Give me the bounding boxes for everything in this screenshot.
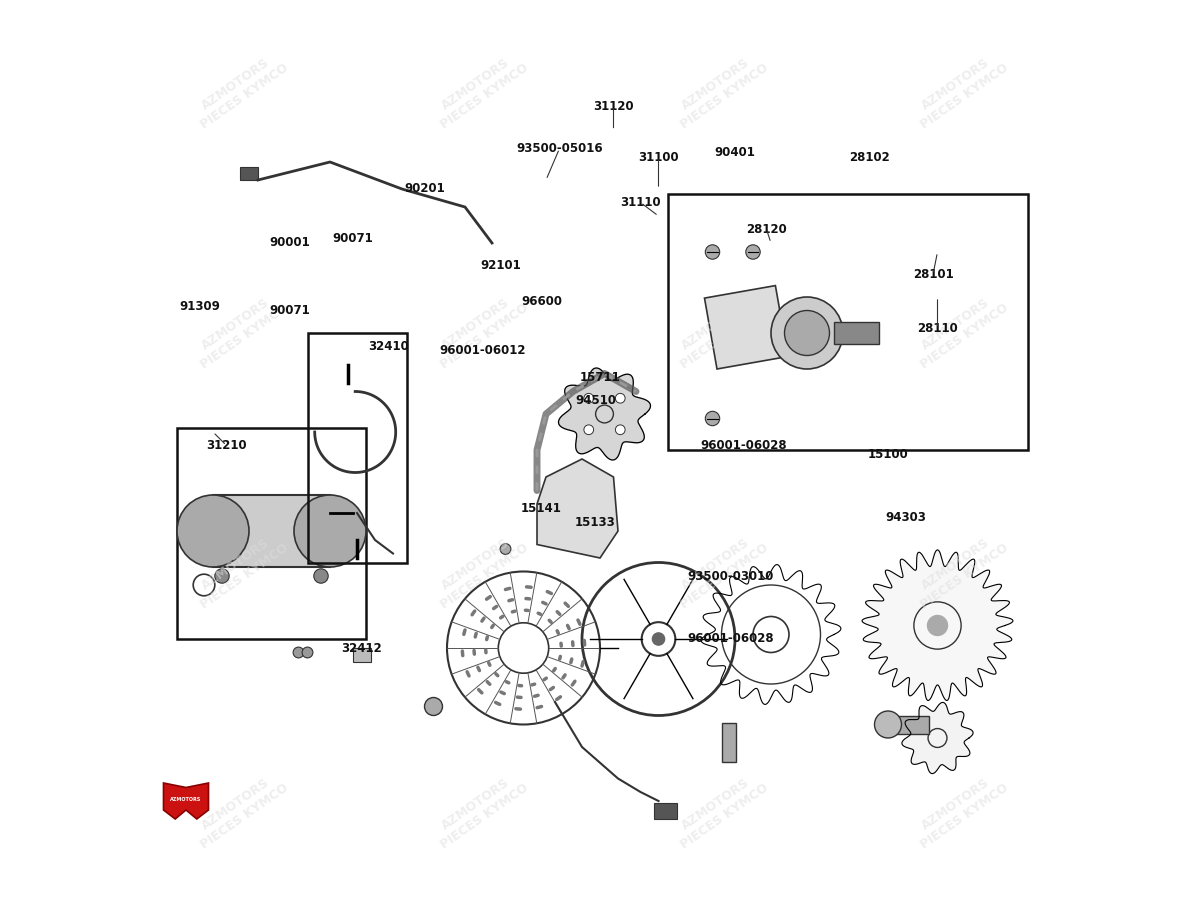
- Text: 96001-06028: 96001-06028: [688, 633, 774, 645]
- Text: 94510: 94510: [575, 394, 616, 407]
- Circle shape: [785, 310, 829, 356]
- Text: 15133: 15133: [575, 516, 616, 528]
- Polygon shape: [902, 702, 973, 774]
- Text: AZMOTORS
PIECES KYMCO: AZMOTORS PIECES KYMCO: [190, 769, 290, 851]
- Text: 15100: 15100: [868, 448, 908, 461]
- Circle shape: [294, 495, 366, 567]
- Text: 31100: 31100: [638, 151, 679, 164]
- Text: 90001: 90001: [269, 237, 310, 249]
- Text: AZMOTORS
PIECES KYMCO: AZMOTORS PIECES KYMCO: [910, 769, 1010, 851]
- Text: AZMOTORS
PIECES KYMCO: AZMOTORS PIECES KYMCO: [910, 528, 1010, 611]
- Text: 31120: 31120: [593, 100, 634, 112]
- Text: AZMOTORS: AZMOTORS: [170, 796, 202, 802]
- Text: AZMOTORS
PIECES KYMCO: AZMOTORS PIECES KYMCO: [670, 49, 770, 131]
- Bar: [834, 322, 878, 344]
- Circle shape: [500, 544, 511, 554]
- Bar: [307, 333, 407, 562]
- Text: AZMOTORS
PIECES KYMCO: AZMOTORS PIECES KYMCO: [910, 289, 1010, 372]
- Text: 28101: 28101: [913, 268, 953, 281]
- Bar: [721, 723, 736, 762]
- Circle shape: [584, 425, 594, 435]
- Text: AZMOTORS
PIECES KYMCO: AZMOTORS PIECES KYMCO: [670, 289, 770, 372]
- Text: 96001-06012: 96001-06012: [439, 345, 527, 357]
- Text: 90071: 90071: [332, 232, 373, 245]
- Text: 96001-06028: 96001-06028: [701, 439, 787, 452]
- Bar: [214, 495, 330, 567]
- Circle shape: [178, 495, 250, 567]
- Text: AZMOTORS
PIECES KYMCO: AZMOTORS PIECES KYMCO: [910, 49, 1010, 131]
- Text: 31210: 31210: [206, 439, 247, 452]
- Text: AZMOTORS
PIECES KYMCO: AZMOTORS PIECES KYMCO: [430, 769, 530, 851]
- Text: 93500-05016: 93500-05016: [516, 142, 602, 155]
- Text: AZMOTORS
PIECES KYMCO: AZMOTORS PIECES KYMCO: [430, 49, 530, 131]
- Text: 15141: 15141: [521, 502, 562, 515]
- Bar: [667, 194, 1027, 450]
- Circle shape: [653, 633, 665, 645]
- Polygon shape: [558, 368, 650, 460]
- Circle shape: [706, 245, 720, 259]
- Circle shape: [425, 698, 443, 716]
- Text: AZMOTORS
PIECES KYMCO: AZMOTORS PIECES KYMCO: [430, 289, 530, 372]
- Text: 31110: 31110: [620, 196, 661, 209]
- Text: AZMOTORS
PIECES KYMCO: AZMOTORS PIECES KYMCO: [190, 528, 290, 611]
- Bar: [654, 803, 677, 819]
- Polygon shape: [538, 459, 618, 558]
- Bar: [888, 716, 929, 733]
- Text: 90071: 90071: [269, 304, 310, 317]
- Bar: [240, 167, 258, 180]
- Bar: [178, 428, 366, 639]
- Circle shape: [293, 647, 304, 658]
- Circle shape: [706, 411, 720, 426]
- Text: AZMOTORS
PIECES KYMCO: AZMOTORS PIECES KYMCO: [190, 49, 290, 131]
- Bar: [704, 285, 788, 369]
- Text: 28102: 28102: [850, 151, 890, 164]
- Polygon shape: [862, 550, 1013, 700]
- Text: 32410: 32410: [368, 340, 409, 353]
- Circle shape: [616, 425, 625, 435]
- Text: 90201: 90201: [404, 183, 445, 195]
- Text: 93500-03010: 93500-03010: [688, 570, 774, 582]
- Circle shape: [616, 393, 625, 403]
- Text: 32412: 32412: [341, 642, 382, 654]
- Text: 28110: 28110: [917, 322, 958, 335]
- Circle shape: [215, 569, 229, 583]
- Circle shape: [746, 245, 761, 259]
- Text: AZMOTORS
PIECES KYMCO: AZMOTORS PIECES KYMCO: [670, 769, 770, 851]
- Text: AZMOTORS
PIECES KYMCO: AZMOTORS PIECES KYMCO: [430, 528, 530, 611]
- Circle shape: [772, 297, 842, 369]
- Circle shape: [314, 569, 329, 583]
- Text: 90401: 90401: [714, 147, 756, 159]
- Circle shape: [302, 647, 313, 658]
- Text: 94303: 94303: [886, 511, 926, 524]
- Circle shape: [584, 393, 594, 403]
- Text: AZMOTORS
PIECES KYMCO: AZMOTORS PIECES KYMCO: [670, 528, 770, 611]
- Text: AZMOTORS
PIECES KYMCO: AZMOTORS PIECES KYMCO: [190, 289, 290, 372]
- Text: 91309: 91309: [179, 300, 220, 312]
- Text: 15711: 15711: [580, 372, 620, 384]
- Polygon shape: [163, 783, 209, 819]
- Circle shape: [928, 616, 948, 635]
- Text: 96600: 96600: [521, 295, 562, 308]
- Text: 92101: 92101: [481, 259, 521, 272]
- Circle shape: [875, 711, 901, 738]
- Bar: [353, 648, 371, 662]
- Text: 28120: 28120: [746, 223, 787, 236]
